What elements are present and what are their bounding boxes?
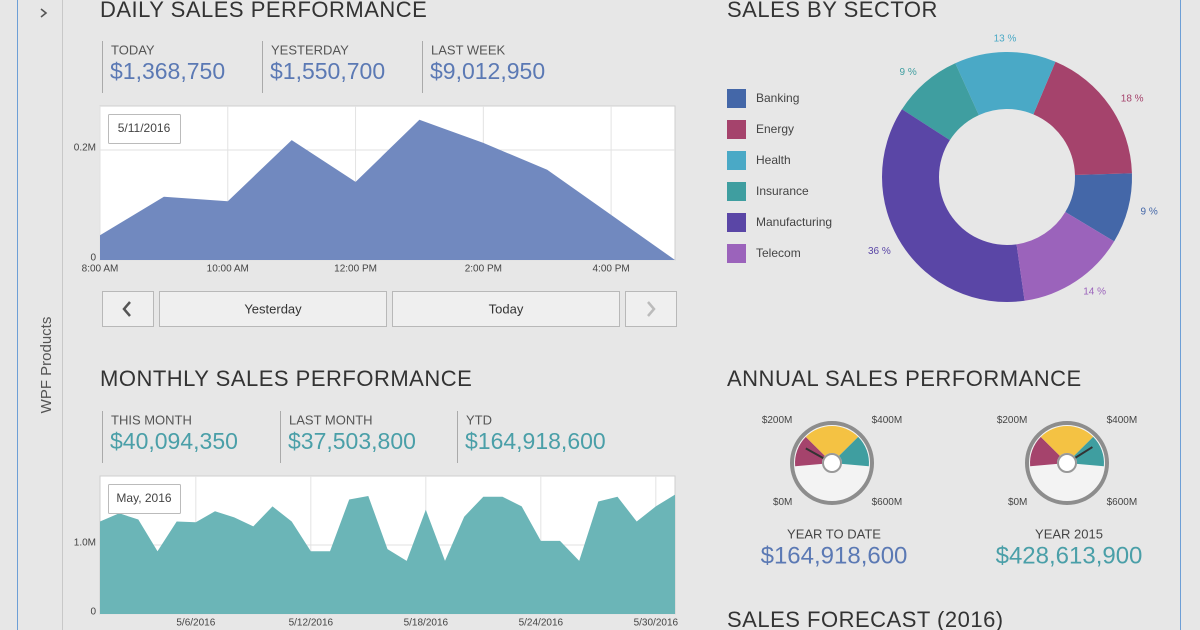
x-tick-label: 4:00 PM: [592, 264, 629, 275]
slice-label: 14 %: [1083, 287, 1106, 298]
x-tick-label: 8:00 AM: [82, 264, 119, 275]
y-tick-label: 0: [90, 607, 96, 618]
gauge-tick-label: $200M: [762, 415, 793, 426]
kpi-value: $1,550,700: [270, 58, 385, 84]
donut-slice: [901, 63, 979, 141]
button-label[interactable]: Yesterday: [244, 301, 302, 316]
gauge-ring: [1025, 421, 1109, 505]
gauge-tick-label: $600M: [872, 497, 903, 508]
section-title: SALES BY SECTOR: [727, 0, 938, 22]
slice-label: 9 %: [1141, 207, 1158, 218]
sidebar-label: WPF Products: [38, 317, 55, 414]
range-button[interactable]: [159, 291, 387, 327]
tooltip-box: [108, 114, 181, 144]
kpi-value: $37,503,800: [288, 428, 416, 454]
next-button[interactable]: [625, 291, 677, 327]
gauge-ring: [790, 421, 874, 505]
x-tick-label: 2:00 PM: [465, 264, 502, 275]
gauge-tick-label: $400M: [872, 415, 903, 426]
legend-label: Insurance: [756, 184, 809, 198]
gauge-value: $164,918,600: [761, 542, 908, 569]
gauge-band: [1040, 425, 1094, 456]
donut-slice: [1033, 61, 1132, 175]
section-title: DAILY SALES PERFORMANCE: [100, 0, 427, 22]
kpi-value: $9,012,950: [430, 58, 545, 84]
x-tick-label: 5/24/2016: [519, 618, 564, 629]
slice-label: 13 %: [994, 34, 1017, 45]
kpi-label: YTD: [466, 412, 492, 427]
expand-icon[interactable]: [40, 8, 48, 18]
legend-label: Energy: [756, 122, 794, 136]
tooltip: 5/11/2016: [118, 121, 171, 135]
legend-swatch: [727, 120, 746, 139]
gauge-band: [1074, 436, 1104, 467]
x-tick-label: 5/12/2016: [289, 618, 334, 629]
slice-label: 18 %: [1121, 94, 1144, 105]
kpi-label: LAST WEEK: [431, 42, 506, 57]
area: [100, 119, 675, 260]
legend-swatch: [727, 213, 746, 232]
tooltip: May, 2016: [116, 491, 171, 505]
area: [100, 494, 675, 614]
donut-slice: [1016, 212, 1115, 301]
section-title: SALES FORECAST (2016): [727, 607, 1004, 630]
gauge-band: [1029, 436, 1060, 467]
legend-swatch: [727, 89, 746, 108]
section-title: MONTHLY SALES PERFORMANCE: [100, 366, 472, 391]
legend-swatch: [727, 182, 746, 201]
gauge-band: [805, 425, 859, 456]
kpi-label: TODAY: [111, 42, 155, 57]
gauge-tick-label: $0M: [1008, 497, 1027, 508]
donut-slice: [882, 109, 1025, 302]
gauge-band: [839, 436, 870, 467]
gauge-tick-label: $200M: [997, 415, 1028, 426]
donut-slice: [955, 52, 1056, 116]
chevron-right: [647, 301, 656, 317]
y-tick-label: 0.2M: [74, 143, 96, 154]
previous-button[interactable]: [102, 291, 154, 327]
x-tick-label: 10:00 AM: [207, 264, 249, 275]
gauge-tick-label: $600M: [1107, 497, 1138, 508]
x-tick-label: 5/18/2016: [404, 618, 449, 629]
tooltip-box: [108, 484, 181, 514]
legend-label: Telecom: [756, 246, 801, 260]
range-button[interactable]: [392, 291, 620, 327]
donut-slice: [1065, 173, 1133, 242]
kpi-value: $164,918,600: [465, 428, 606, 454]
x-tick-label: 12:00 PM: [334, 264, 377, 275]
gauge-tick-label: $400M: [1107, 415, 1138, 426]
legend-label: Banking: [756, 91, 799, 105]
legend-swatch: [727, 244, 746, 263]
x-tick-label: 5/30/2016: [634, 618, 679, 629]
gauge-hub: [822, 453, 842, 473]
legend-label: Manufacturing: [756, 215, 832, 229]
gauge-label: YEAR 2015: [1035, 526, 1103, 541]
kpi-label: LAST MONTH: [289, 412, 373, 427]
y-tick-label: 1.0M: [74, 538, 96, 549]
y-tick-label: 0: [90, 253, 96, 264]
kpi-label: THIS MONTH: [111, 412, 192, 427]
button-label[interactable]: Today: [489, 301, 524, 316]
kpi-value: $40,094,350: [110, 428, 238, 454]
kpi-value: $1,368,750: [110, 58, 225, 84]
x-tick-label: 5/6/2016: [176, 618, 215, 629]
legend-swatch: [727, 151, 746, 170]
gauge-label: YEAR TO DATE: [787, 526, 881, 541]
slice-label: 36 %: [868, 246, 891, 257]
gauge-value: $428,613,900: [996, 542, 1143, 569]
gauge-hub: [1057, 453, 1077, 473]
chevron-left: [122, 301, 131, 317]
kpi-label: YESTERDAY: [271, 42, 349, 57]
legend-label: Health: [756, 153, 791, 167]
slice-label: 9 %: [900, 67, 917, 78]
section-title: ANNUAL SALES PERFORMANCE: [727, 366, 1082, 391]
gauge-tick-label: $0M: [773, 497, 792, 508]
